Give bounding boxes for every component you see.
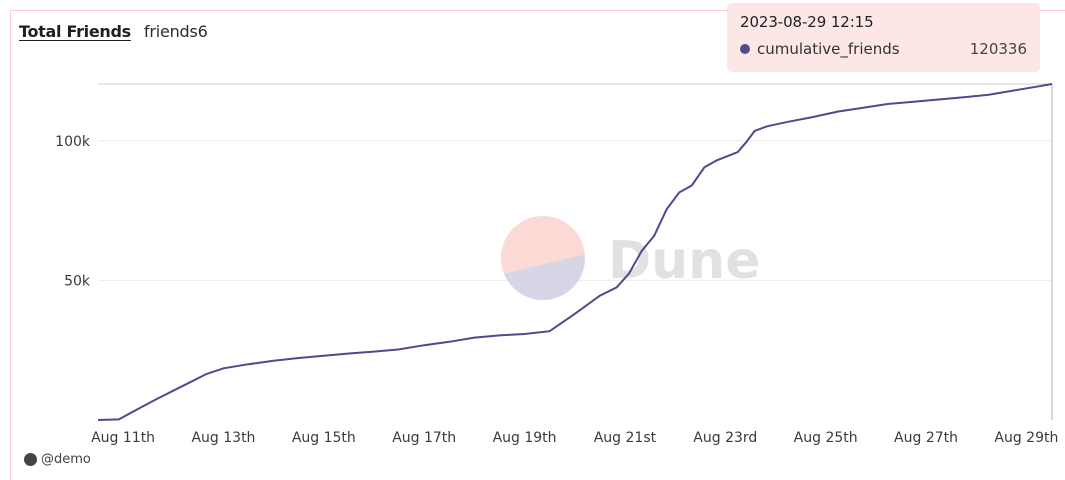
x-tick-label: Aug 29th xyxy=(994,430,1058,446)
x-tick-label: Aug 15th xyxy=(292,430,356,446)
y-axis: 50k 100k xyxy=(55,134,91,290)
x-tick-label: Aug 19th xyxy=(493,430,557,446)
author-name: @demo xyxy=(41,452,91,467)
tooltip-timestamp: 2023-08-29 12:15 xyxy=(740,13,874,31)
watermark-text: Dune xyxy=(608,231,760,291)
y-tick-label: 100k xyxy=(55,134,91,150)
x-tick-label: Aug 23rd xyxy=(693,430,757,446)
dune-watermark: Dune xyxy=(501,216,760,300)
x-tick-label: Aug 13th xyxy=(191,430,255,446)
x-tick-label: Aug 17th xyxy=(392,430,456,446)
x-tick-label: Aug 21st xyxy=(594,430,657,446)
tooltip-series-name: cumulative_friends xyxy=(757,40,900,58)
x-tick-label: Aug 11th xyxy=(91,430,155,446)
chart-subtitle: friends6 xyxy=(143,22,208,41)
x-axis: Aug 11th Aug 13th Aug 15th Aug 17th Aug 19th… xyxy=(91,430,1058,446)
tooltip-value: 120336 xyxy=(969,40,1027,58)
tooltip-row: cumulative_friends 120336 xyxy=(740,40,1027,58)
chart-title-link[interactable]: Total Friends xyxy=(19,22,131,41)
series-line-cumulative-friends[interactable] xyxy=(97,83,1053,421)
chart-card xyxy=(10,10,1065,480)
author-footer[interactable]: @demo xyxy=(24,452,91,467)
hover-tooltip: 2023-08-29 12:15 cumulative_friends 1203… xyxy=(727,3,1040,72)
x-tick-label: Aug 25th xyxy=(794,430,858,446)
x-tick-label: Aug 27th xyxy=(894,430,958,446)
legend-dot-icon xyxy=(740,44,750,54)
watermark-circle-bottom xyxy=(501,253,585,300)
chart-header: Total Friends friends6 xyxy=(19,22,208,41)
y-tick-label: 50k xyxy=(64,273,91,289)
avatar-icon xyxy=(24,453,37,466)
